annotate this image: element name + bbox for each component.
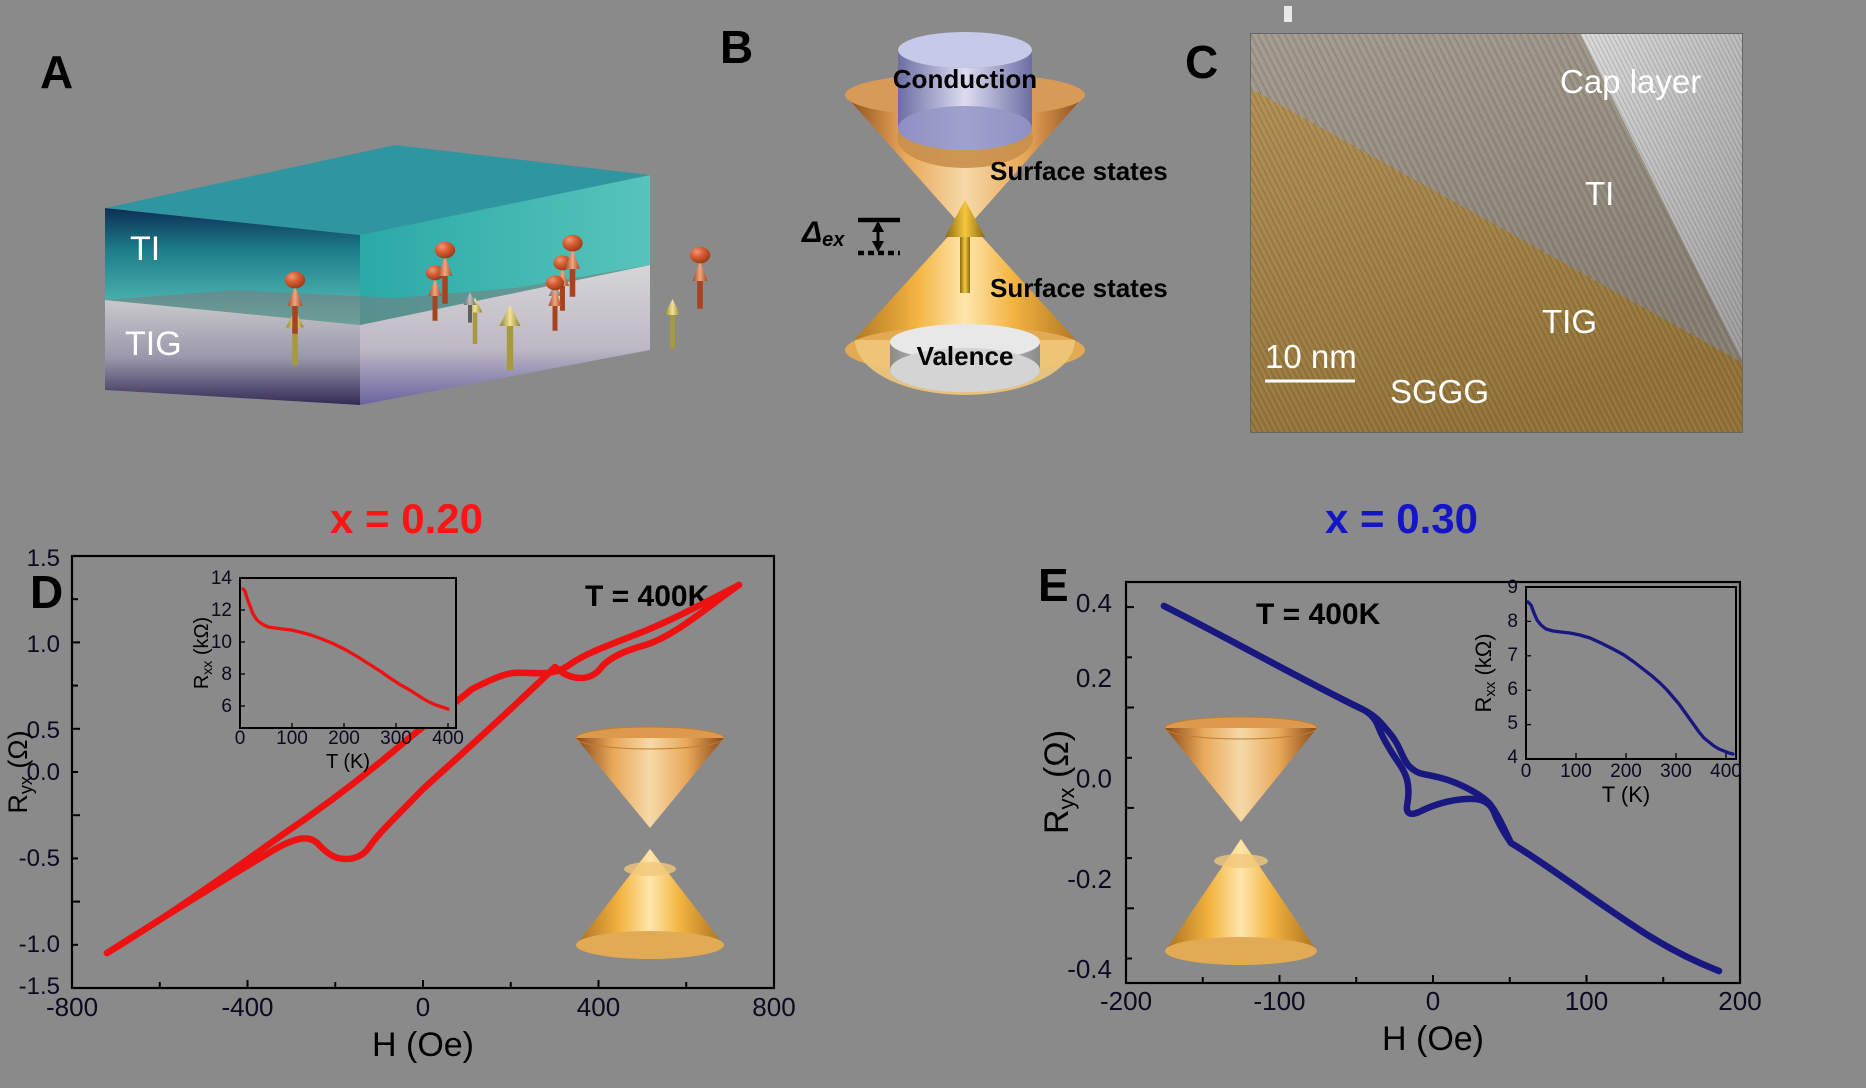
svg-text:H (Oe): H (Oe) (372, 1026, 474, 1064)
svg-text:200: 200 (1610, 761, 1642, 782)
svg-text:-0.4: -0.4 (1067, 954, 1112, 984)
svg-text:6: 6 (221, 696, 232, 717)
svg-text:0.4: 0.4 (1076, 588, 1112, 618)
svg-text:0.0: 0.0 (1076, 764, 1112, 794)
svg-text:0: 0 (416, 992, 430, 1022)
svg-text:-0.2: -0.2 (1067, 864, 1112, 894)
svg-text:-100: -100 (1253, 986, 1305, 1016)
svg-text:-1.0: -1.0 (19, 931, 60, 958)
svg-text:12: 12 (211, 600, 232, 621)
svg-text:Valence: Valence (917, 341, 1014, 371)
svg-text:4: 4 (1507, 747, 1518, 768)
svg-text:Rxx (kΩ): Rxx (kΩ) (1471, 633, 1499, 712)
svg-text:T (K): T (K) (326, 751, 370, 773)
svg-text:Ryx (Ω): Ryx (Ω) (3, 730, 36, 813)
svg-text:0.2: 0.2 (1076, 663, 1112, 693)
svg-text:400: 400 (577, 992, 620, 1022)
svg-text:Ryx (Ω): Ryx (Ω) (1038, 730, 1079, 834)
svg-text:-800: -800 (46, 992, 98, 1022)
svg-text:Rxx (kΩ): Rxx (kΩ) (191, 617, 215, 689)
svg-text:1.0: 1.0 (27, 631, 60, 658)
svg-text:-0.5: -0.5 (19, 845, 60, 872)
svg-text:8: 8 (221, 664, 232, 685)
svg-text:T = 400K: T = 400K (1256, 598, 1381, 631)
svg-text:Surface states: Surface states (990, 273, 1168, 303)
svg-text:200: 200 (1718, 986, 1761, 1016)
svg-text:14: 14 (211, 568, 233, 589)
svg-text:0: 0 (1521, 761, 1532, 782)
svg-text:Surface states: Surface states (990, 156, 1168, 186)
svg-text:100: 100 (1560, 761, 1592, 782)
svg-text:200: 200 (328, 728, 360, 749)
svg-text:7: 7 (1507, 645, 1518, 666)
svg-text:SGGG: SGGG (1390, 373, 1489, 410)
svg-text:TIG: TIG (125, 325, 182, 363)
svg-text:8: 8 (1507, 611, 1518, 632)
svg-text:0: 0 (1426, 986, 1440, 1016)
svg-text:0: 0 (235, 728, 246, 749)
svg-text:-400: -400 (221, 992, 273, 1022)
svg-text:TI: TI (130, 230, 160, 268)
svg-text:6: 6 (1507, 679, 1518, 700)
svg-text:Conduction: Conduction (893, 64, 1037, 94)
svg-text:Δex: Δex (801, 216, 845, 251)
svg-text:300: 300 (1660, 761, 1692, 782)
svg-text:10: 10 (211, 632, 232, 653)
svg-text:400: 400 (432, 728, 464, 749)
svg-text:-200: -200 (1100, 986, 1152, 1016)
svg-text:Cap layer: Cap layer (1560, 63, 1701, 100)
svg-text:300: 300 (380, 728, 412, 749)
svg-text:100: 100 (276, 728, 308, 749)
svg-text:H (Oe): H (Oe) (1382, 1020, 1484, 1058)
svg-text:TI: TI (1585, 175, 1614, 212)
svg-text:10 nm: 10 nm (1265, 338, 1357, 375)
svg-text:100: 100 (1565, 986, 1608, 1016)
svg-text:9: 9 (1507, 577, 1518, 598)
svg-text:TIG: TIG (1542, 303, 1597, 340)
svg-text:T (K): T (K) (1602, 782, 1650, 807)
svg-text:5: 5 (1507, 713, 1518, 734)
svg-text:1.5: 1.5 (27, 545, 60, 572)
svg-text:800: 800 (752, 992, 795, 1022)
svg-text:400: 400 (1710, 761, 1742, 782)
